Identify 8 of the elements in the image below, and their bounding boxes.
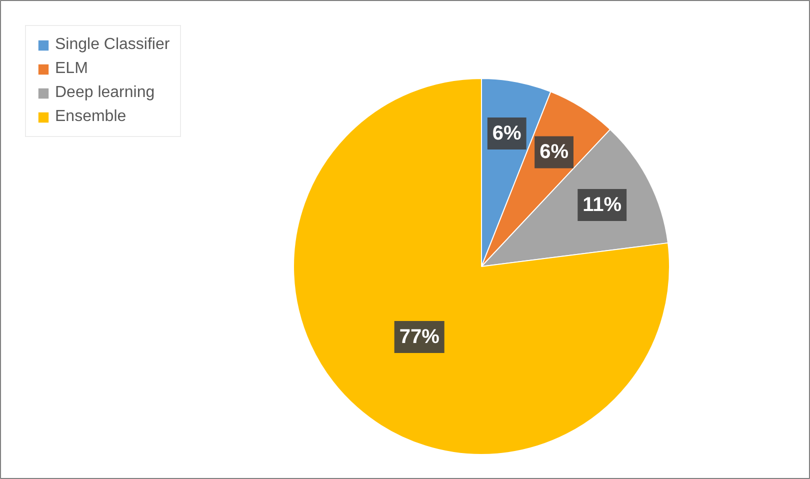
legend-label: Ensemble: [55, 108, 126, 126]
data-label: 6%: [492, 122, 522, 145]
data-label: 11%: [582, 194, 622, 216]
data-label: 77%: [399, 326, 440, 348]
legend-label: Deep learning: [55, 84, 155, 102]
legend-label: ELM: [55, 60, 88, 78]
legend-label: Single Classifier: [55, 36, 170, 54]
data-label: 6%: [540, 141, 569, 164]
